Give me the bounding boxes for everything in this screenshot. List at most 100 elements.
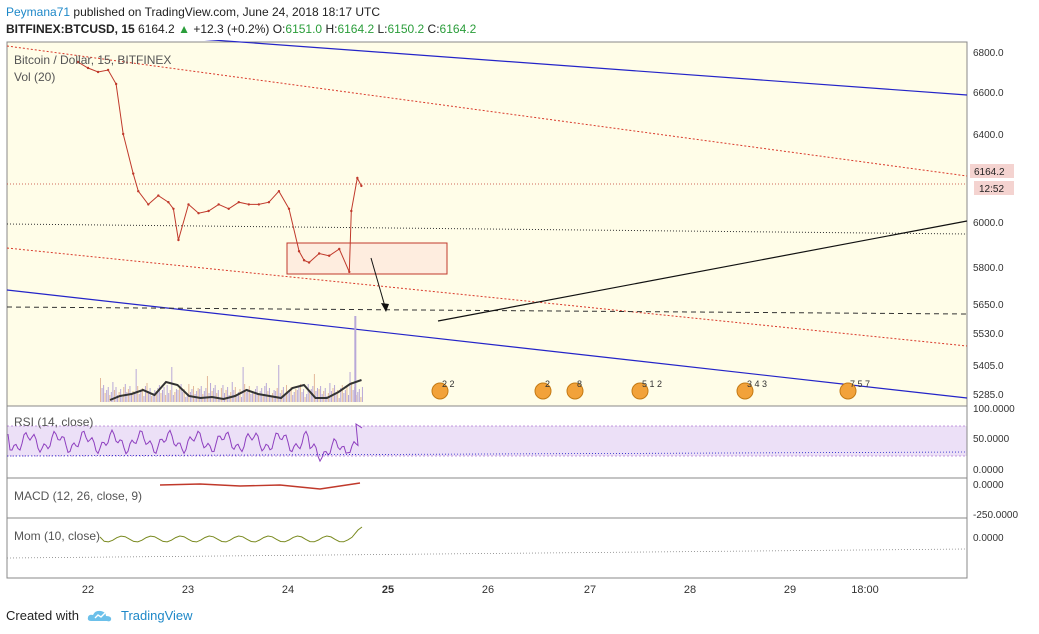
volume-bar: [247, 389, 249, 402]
us-flag-event-icon[interactable]: [736, 382, 754, 400]
volume-bar: [163, 387, 165, 402]
price-point: [338, 247, 341, 251]
volume-bar: [289, 390, 291, 402]
price-point: [187, 203, 190, 206]
price-point: [177, 238, 180, 242]
volume-bar: [179, 387, 181, 402]
volume-bar: [107, 387, 109, 402]
symbol-label: BITFINEX:BTCUSD, 15: [6, 22, 135, 36]
price-point: [328, 254, 331, 257]
price-point: [356, 176, 359, 180]
volume-bar: [293, 392, 295, 402]
forecast-arrow[interactable]: [370, 257, 387, 311]
price-pane[interactable]: [7, 42, 967, 406]
volume-bar: [220, 388, 222, 402]
us-flag-event-icon[interactable]: [566, 382, 584, 400]
rsi-line: [7, 423, 363, 463]
support-level-dashed[interactable]: [6, 306, 968, 315]
volume-bar: [132, 391, 134, 402]
volume-bar: [197, 388, 199, 402]
volume-bar: [315, 391, 317, 402]
price-point: [227, 207, 230, 210]
time-tick-label: 26: [482, 584, 494, 596]
channel-upper-red[interactable]: [6, 45, 968, 177]
volume-bar: [282, 387, 284, 402]
volume-bar: [188, 384, 190, 402]
rsi-legend: RSI (14, close): [14, 415, 93, 429]
time-tick-label: 29: [784, 584, 796, 596]
price-series-line[interactable]: [77, 61, 362, 273]
event-label: 2 2: [442, 379, 455, 389]
volume-bar: [264, 386, 266, 402]
volume-bar: [237, 392, 239, 402]
support-level-dotted[interactable]: [6, 223, 968, 235]
volume-bar: [337, 390, 339, 402]
countdown-badge: [974, 181, 1014, 195]
macd-legend: MACD (12, 26, close, 9): [14, 489, 142, 503]
volume-bar: [352, 390, 354, 402]
us-flag-event-icon[interactable]: [839, 382, 857, 400]
volume-bar: [259, 391, 261, 402]
volume-bar: [144, 386, 146, 402]
price-tick-label: 6400.0: [973, 130, 1004, 141]
volume-bar: [262, 396, 264, 402]
consolidation-box[interactable]: [286, 242, 448, 275]
volume-bar: [338, 398, 340, 402]
price-point: [217, 203, 220, 206]
volume-bar: [287, 393, 289, 402]
rsi-tick-100: 100.0000: [973, 404, 1015, 415]
macd-pane[interactable]: [7, 478, 967, 518]
event-label: 3 4 3: [747, 379, 767, 389]
volume-bar: [329, 383, 331, 402]
volume-bar: [141, 388, 143, 402]
volume-bar: [169, 390, 171, 402]
channel-upper-blue[interactable]: [7, 40, 968, 96]
volume-bar: [244, 384, 246, 402]
price-point: [348, 270, 351, 274]
rsi-tick-0: 0.0000: [973, 465, 1004, 476]
price-axis[interactable]: 6800.0 6600.0 6400.0 6000.0 5800.0 5650.0 5530…: [973, 48, 1004, 401]
rsi-tick-50: 50.0000: [973, 434, 1010, 445]
tradingview-brand-link[interactable]: TradingView: [120, 608, 193, 623]
volume-bar: [115, 387, 117, 402]
volume-bar: [258, 394, 260, 402]
price-tick-label: 5405.0: [973, 361, 1004, 372]
volume-bar: [112, 382, 114, 402]
mom-legend: Mom (10, close): [14, 529, 100, 543]
volume-bar: [245, 392, 247, 402]
volume-bar: [109, 395, 111, 402]
us-flag-event-icon[interactable]: [534, 382, 552, 400]
volume-spike-bar: [354, 316, 357, 402]
volume-bar: [134, 392, 136, 402]
volume-bar: [168, 393, 170, 402]
price-point: [86, 66, 90, 70]
trendline-black[interactable]: [437, 220, 968, 322]
price-point: [106, 68, 110, 72]
us-flag-event-icon[interactable]: [431, 382, 449, 400]
volume-bar: [357, 392, 359, 402]
volume-bar: [185, 397, 187, 402]
volume-bar: [199, 389, 201, 402]
rsi-band: [7, 426, 967, 456]
volume-bar: [303, 389, 305, 402]
volume-bar: [248, 386, 250, 402]
price-point: [157, 194, 160, 197]
author-link[interactable]: Peymana71: [6, 5, 71, 19]
time-axis[interactable]: 22 23 24 25 26 27 28 29 18:00: [82, 584, 879, 596]
event-label: 7 5 7: [850, 379, 870, 389]
volume-bar: [137, 386, 139, 402]
price-tick-label: 5800.0: [973, 263, 1004, 274]
price-point: [147, 203, 150, 206]
channel-lower-blue[interactable]: [6, 289, 968, 399]
channel-lower-red[interactable]: [6, 247, 968, 347]
mom-pane[interactable]: [7, 518, 967, 578]
volume-bar: [290, 387, 292, 402]
volume-bar: [155, 391, 157, 402]
us-flag-event-icon[interactable]: [631, 382, 649, 400]
price-point: [257, 203, 261, 206]
price-point: [287, 207, 291, 210]
volume-bar: [140, 391, 142, 402]
time-tick-label: 28: [684, 584, 696, 596]
chart-frame: [6, 41, 968, 579]
